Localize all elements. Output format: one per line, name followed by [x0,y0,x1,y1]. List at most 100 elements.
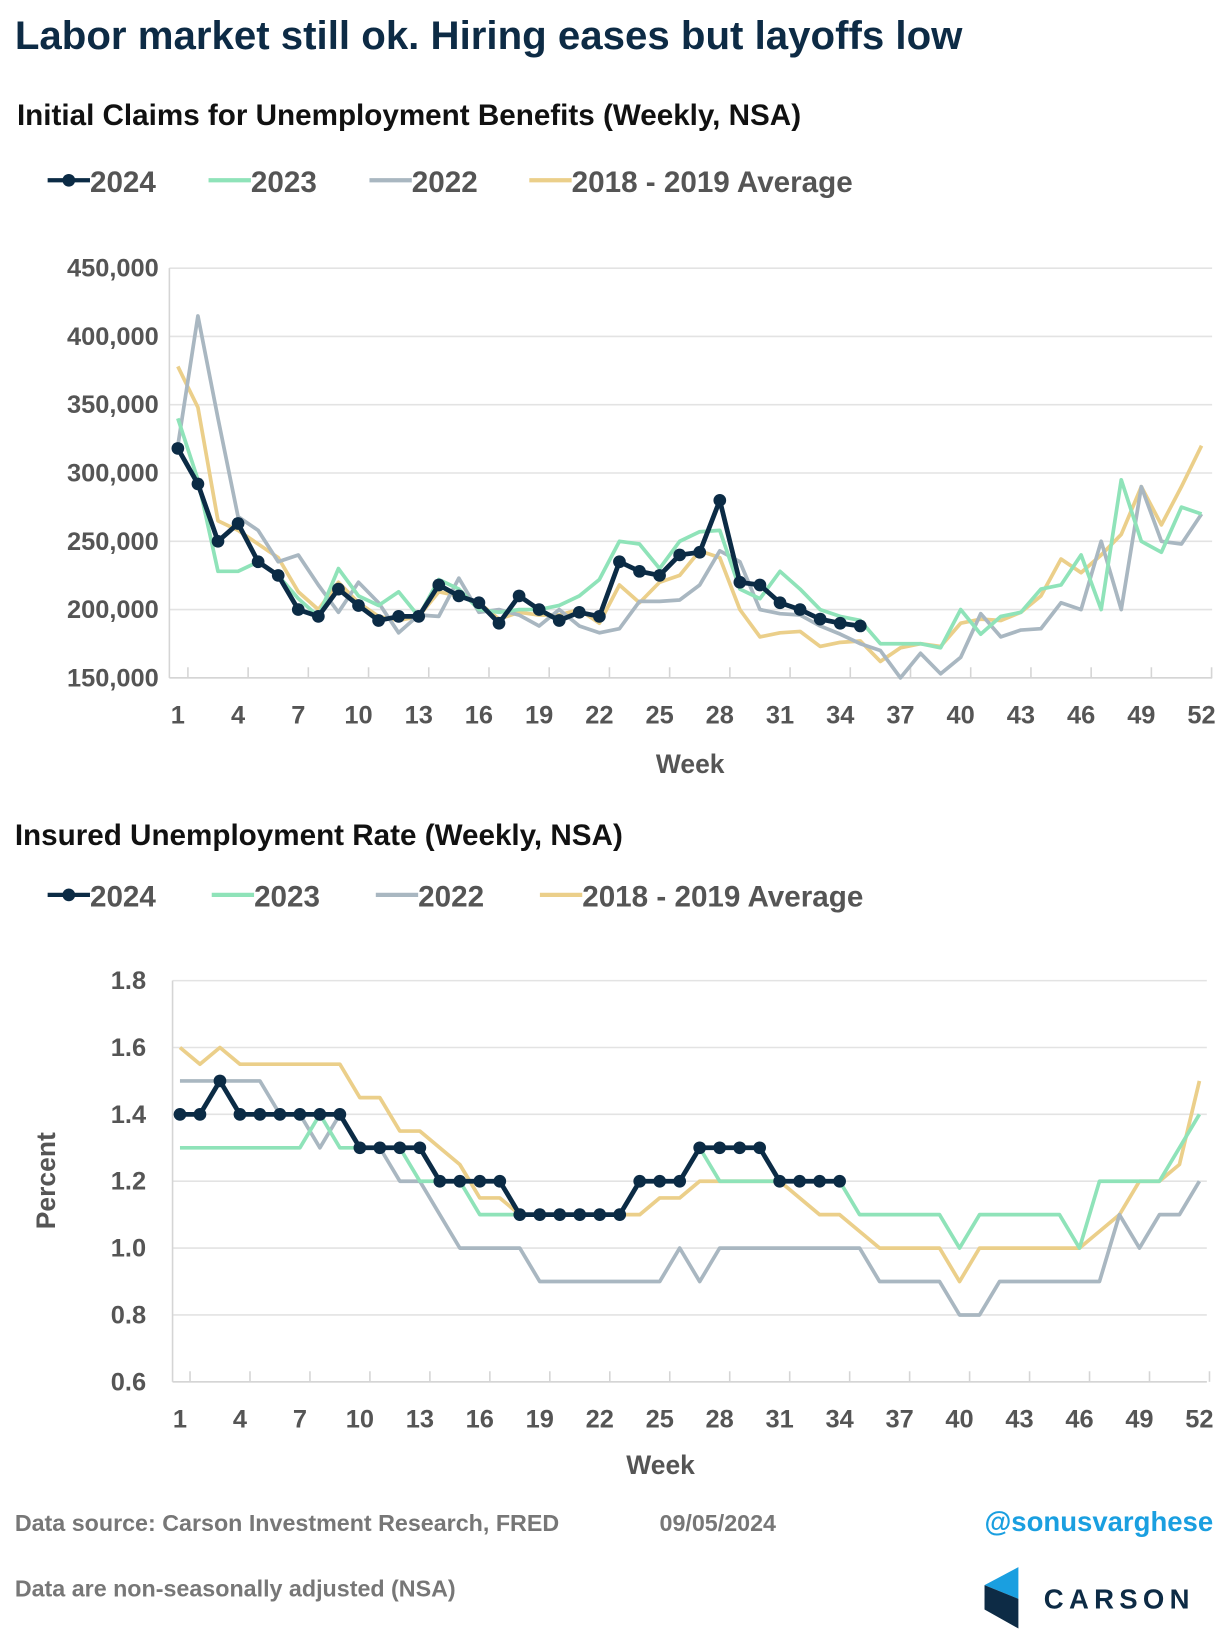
data-point-2024 [433,1174,447,1188]
data-point-2024 [733,1141,747,1155]
x-tick-label: 1 [171,701,185,729]
data-point-2024 [593,1208,607,1222]
data-point-2024 [473,1174,487,1188]
data-point-2024 [353,1141,367,1155]
y-tick-label: 350,000 [67,391,159,419]
legend-label-avg: 2018 - 2019 Average [582,881,863,914]
data-point-2024 [291,603,305,616]
data-point-2024 [452,589,466,603]
y-tick-label: 1.6 [111,1034,146,1062]
logo-mark-top-icon [984,1567,1019,1599]
data-point-2024 [693,1141,707,1155]
x-tick-label: 49 [1127,701,1155,729]
data-point-2024 [673,1174,687,1188]
data-point-2024 [552,614,566,627]
data-point-2024 [572,605,586,619]
logo-mark-bottom-icon [984,1585,1019,1629]
x-tick-label: 4 [231,701,245,729]
x-tick-label: 43 [1005,1405,1033,1433]
x-tick-label: 19 [526,1405,554,1433]
data-point-2024 [793,1174,806,1188]
legend-label-2024: 2024 [90,881,156,914]
legend-marker-icon [62,888,76,902]
data-point-2024 [593,610,606,623]
data-point-2024 [833,1174,846,1188]
chart1-initial-claims: 150,000 200,000 250,000 300,000 350,000 400,0… [67,255,1216,730]
y-tick-label: 0.6 [111,1368,146,1396]
x-tick-label: 46 [1065,1405,1093,1433]
data-point-2024 [412,610,426,623]
data-point-2024 [171,442,185,455]
legend-marker-icon [62,173,76,187]
chart2-xlabel: Week [626,1450,695,1480]
data-point-2024 [393,1141,407,1155]
y-tick-label: 1.2 [111,1168,146,1196]
data-point-2024 [372,614,385,627]
data-point-2024 [253,1108,267,1121]
legend-label-2022: 2022 [418,881,484,914]
y-tick-label: 200,000 [67,596,159,624]
data-point-2024 [453,1174,467,1188]
data-point-2024 [773,1174,786,1188]
data-point-2024 [833,616,847,630]
legend-label-avg: 2018 - 2019 Average [572,166,853,199]
data-point-2024 [373,1141,387,1155]
x-tick-label: 16 [465,701,493,729]
data-point-2024 [312,610,325,623]
y-tick-label: 0.8 [111,1301,146,1329]
logo-text: CARSON [1044,1583,1195,1614]
nsa-note: Data are non-seasonally adjusted (NSA) [15,1576,456,1602]
x-tick-label: 34 [826,701,854,729]
y-tick-label: 400,000 [67,323,159,351]
legend-label-2022: 2022 [412,166,478,199]
data-point-2024 [173,1108,187,1121]
x-tick-label: 40 [945,1405,973,1433]
data-point-2024 [813,612,827,626]
x-tick-label: 25 [645,701,673,729]
data-point-2024 [512,589,526,603]
data-point-2024 [211,534,225,548]
legend-label-2023: 2023 [254,881,320,914]
data-point-2024 [271,569,285,582]
legend-label-2023: 2023 [251,166,317,199]
data-point-2024 [352,599,365,612]
x-tick-label: 7 [291,701,305,729]
x-tick-label: 46 [1067,701,1095,729]
data-point-2024 [633,1174,647,1188]
data-point-2024 [613,555,626,569]
data-point-2024 [533,1208,547,1222]
x-tick-label: 22 [585,701,613,729]
data-point-2024 [532,603,546,616]
data-point-2024 [653,1174,667,1188]
data-point-2024 [613,1208,627,1222]
x-tick-label: 7 [293,1405,307,1433]
x-tick-label: 34 [825,1405,853,1433]
y-tick-label: 1.8 [111,967,146,995]
data-point-2024 [653,569,666,582]
chart2-title: Insured Unemployment Rate (Weekly, NSA) [15,819,623,852]
x-tick-label: 13 [405,701,433,729]
x-tick-label: 28 [706,701,734,729]
author-handle[interactable]: @sonusvarghese [984,1506,1213,1537]
y-tick-label: 250,000 [67,528,159,556]
x-tick-label: 40 [947,701,975,729]
x-tick-label: 37 [886,701,914,729]
data-point-2024 [553,1208,567,1222]
y-tick-label: 1.0 [111,1235,146,1263]
x-tick-label: 16 [466,1405,494,1433]
x-tick-label: 4 [233,1405,247,1433]
x-tick-label: 28 [706,1405,734,1433]
chart2-legend: 2024 2023 2022 2018 - 2019 Average [47,881,863,914]
data-source: Data source: Carson Investment Research,… [15,1510,559,1536]
x-tick-label: 10 [344,701,372,729]
data-point-2024 [853,619,867,633]
y-tick-label: 1.4 [111,1101,146,1129]
data-point-2024 [753,578,767,592]
x-tick-label: 43 [1007,701,1035,729]
page-title: Labor market still ok. Hiring eases but … [15,13,963,58]
data-date: 09/05/2024 [660,1510,777,1536]
data-point-2024 [673,548,687,562]
data-point-2024 [492,616,506,630]
chart1-legend: 2024 2023 2022 2018 - 2019 Average [47,166,853,199]
x-tick-label: 52 [1187,701,1215,729]
